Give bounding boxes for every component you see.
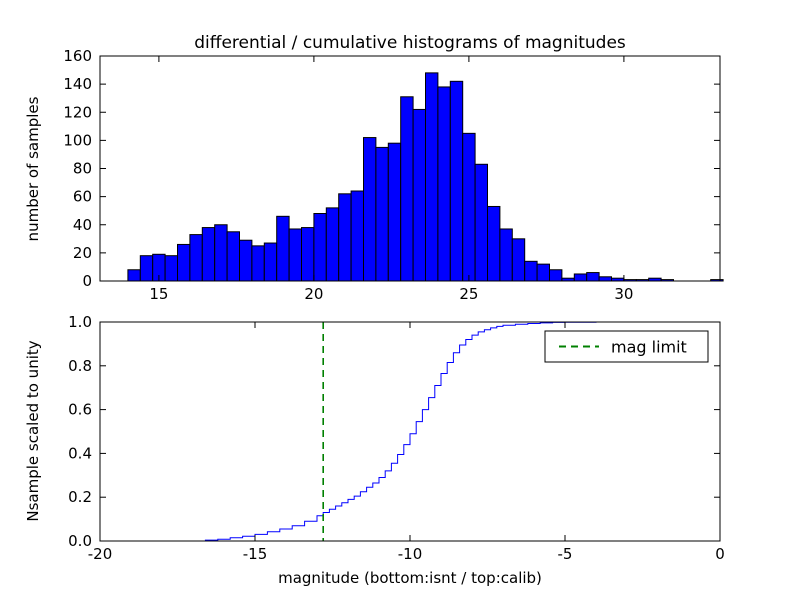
y-tick-label: 40 xyxy=(73,216,92,234)
y-tick-label: 120 xyxy=(63,103,92,121)
y-tick-label: 1.0 xyxy=(68,313,92,331)
y-tick-label: 60 xyxy=(73,188,92,206)
histogram-bar xyxy=(325,207,340,282)
histogram-bar xyxy=(363,137,377,282)
x-tick-label: 15 xyxy=(149,285,168,303)
x-tick-label: -5 xyxy=(558,545,573,563)
histogram-bar xyxy=(239,239,253,282)
y-tick-label: 0 xyxy=(82,272,92,290)
histogram-bar xyxy=(263,242,278,282)
y-tick-label: 100 xyxy=(63,131,92,149)
histogram-bar xyxy=(226,231,241,282)
chart-title: differential / cumulative histograms of … xyxy=(194,33,626,53)
x-tick-label: -20 xyxy=(88,545,113,563)
histogram-bar xyxy=(412,108,427,282)
histogram-bar xyxy=(288,228,303,282)
histogram-bar xyxy=(499,228,513,282)
histogram-bar xyxy=(586,272,600,282)
histogram-bar xyxy=(536,263,550,282)
histogram-bar xyxy=(598,276,612,282)
histogram-bar xyxy=(573,273,588,282)
histogram-bar xyxy=(313,213,327,282)
histogram-bars xyxy=(127,72,724,282)
histogram-bar xyxy=(338,193,352,282)
histogram-bar xyxy=(375,146,389,282)
histogram-bar xyxy=(474,163,489,282)
bottom-y-axis-label: Nsample scaled to unity xyxy=(24,340,42,521)
histogram-bar xyxy=(276,215,290,282)
y-tick-label: 0.6 xyxy=(68,401,92,419)
bottom-subplot: -20 -15 -10 -5 0 0.0 0.2 0.4 0.6 0.8 1.0 mag limit xyxy=(68,313,725,563)
x-tick-label: 30 xyxy=(614,285,633,303)
y-tick-label: 0.4 xyxy=(68,444,92,462)
histogram-bar xyxy=(139,255,154,282)
y-tick-label: 140 xyxy=(63,75,92,93)
y-tick-label: 160 xyxy=(63,47,92,65)
x-tick-label: 25 xyxy=(459,285,478,303)
y-tick-label: 0.8 xyxy=(68,357,92,375)
y-tick-label: 80 xyxy=(73,160,92,178)
top-y-axis-label: number of samples xyxy=(24,96,42,241)
histogram-bar xyxy=(449,80,464,282)
x-tick-label: 0 xyxy=(715,545,725,563)
y-tick-label: 0.0 xyxy=(68,532,92,550)
histogram-bar xyxy=(201,227,216,282)
legend-label: mag limit xyxy=(611,338,687,357)
histogram-bar xyxy=(301,227,315,282)
histogram-bar xyxy=(400,96,414,282)
x-tick-label: 20 xyxy=(304,285,323,303)
histogram-bar xyxy=(511,238,526,282)
histogram-bar xyxy=(425,72,439,282)
histogram-bar xyxy=(462,132,476,282)
top-subplot: 15 20 25 30 0 20 40 60 80 100 120 140 160 xyxy=(63,47,724,303)
x-tick-label: -10 xyxy=(398,545,423,563)
y-tick-label: 20 xyxy=(73,244,92,262)
histogram-bar xyxy=(549,269,563,282)
cumulative-step-line xyxy=(100,321,720,542)
y-tick-label: 0.2 xyxy=(68,488,92,506)
histogram-bar xyxy=(251,245,265,282)
histogram-bar xyxy=(387,142,402,282)
histogram-bar xyxy=(350,190,365,282)
histogram-bar xyxy=(189,234,203,282)
histogram-bar xyxy=(164,255,179,282)
x-axis-label: magnitude (bottom:isnt / top:calib) xyxy=(278,569,542,587)
histogram-bar xyxy=(177,243,191,282)
legend: mag limit xyxy=(544,330,709,363)
histogram-bar xyxy=(127,269,141,282)
histogram-bar xyxy=(214,224,228,282)
histogram-bar xyxy=(524,260,538,282)
histogram-bar xyxy=(487,205,501,282)
histogram-bar xyxy=(437,86,451,282)
subplots-group: 15 20 25 30 0 20 40 60 80 100 120 140 160 -20 -15 -10 -5… xyxy=(63,47,724,563)
x-tick-label: -15 xyxy=(243,545,268,563)
